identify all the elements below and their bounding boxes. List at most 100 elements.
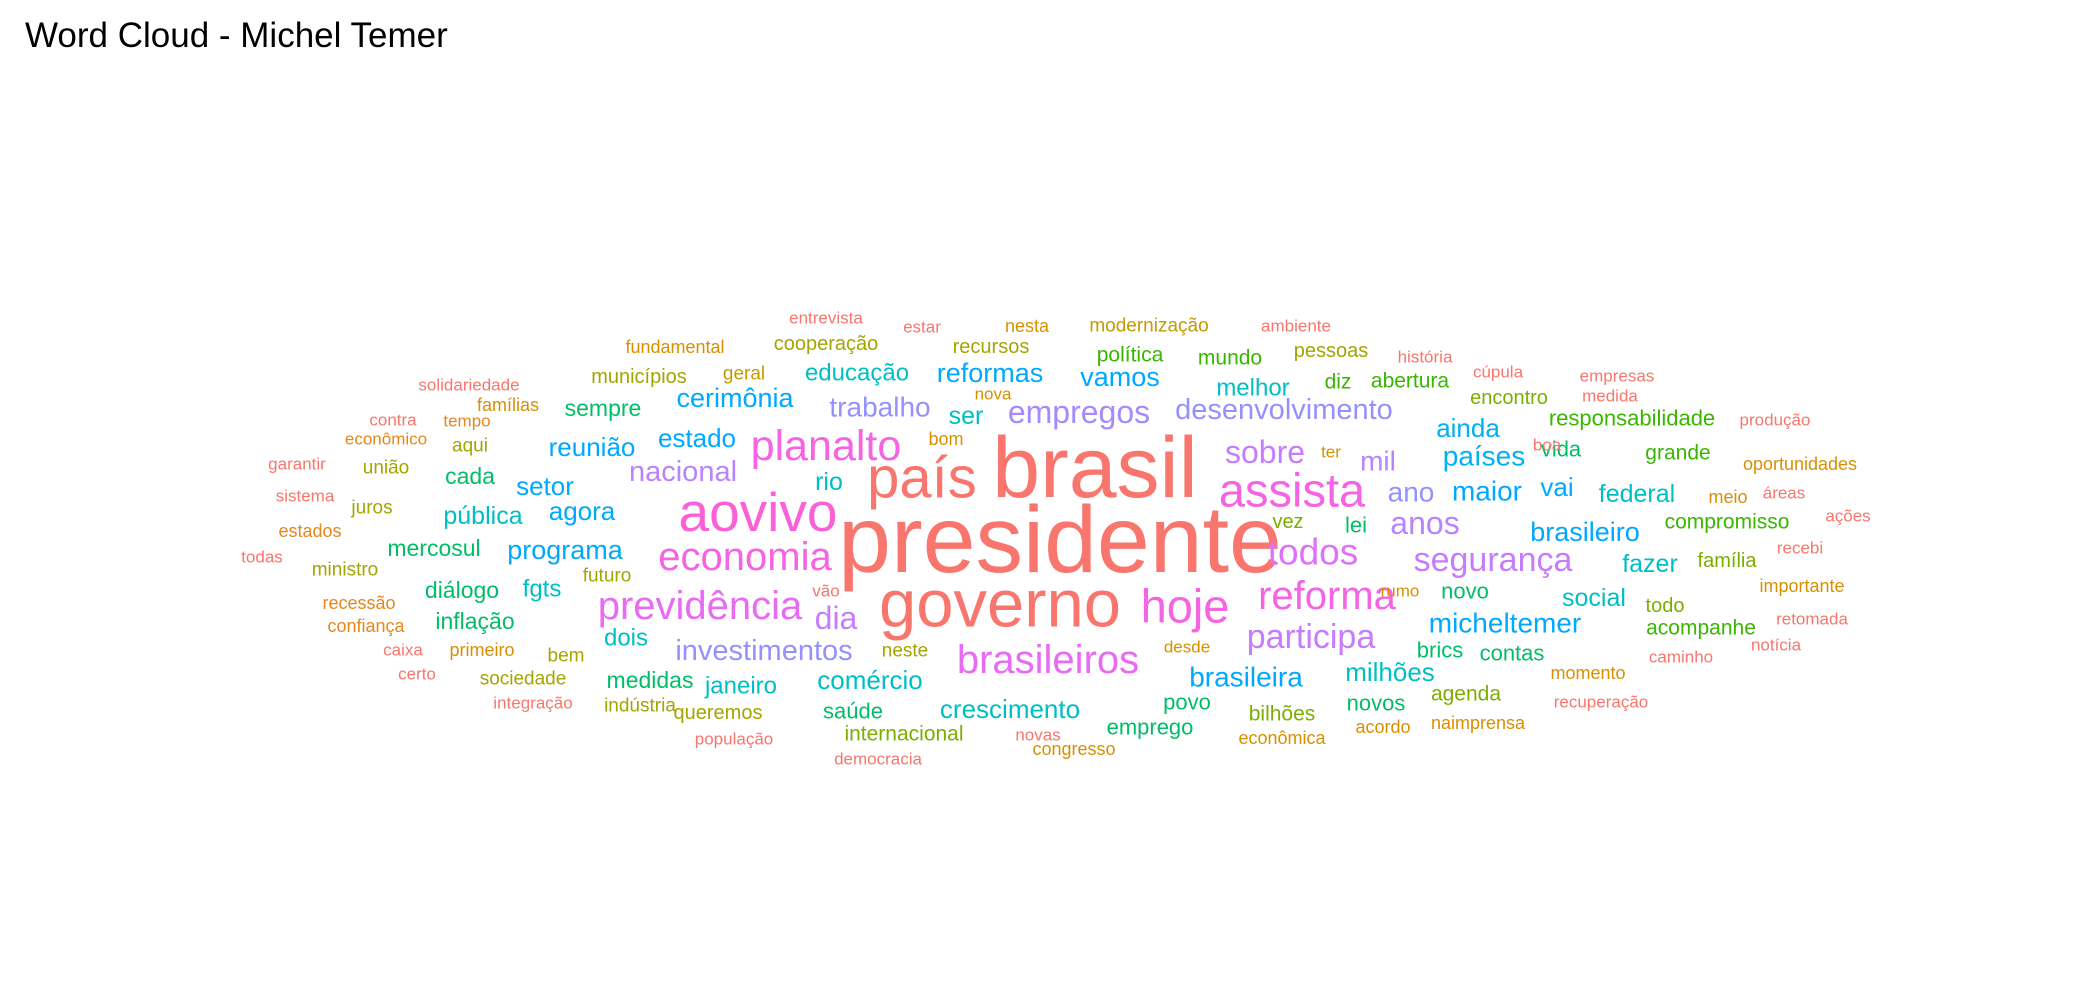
word-aqui: aqui xyxy=(452,436,488,457)
word-recuperação: recuperação xyxy=(1554,693,1649,712)
word-geral: geral xyxy=(723,364,765,385)
word-todas: todas xyxy=(241,548,283,567)
word-pública: pública xyxy=(443,502,522,530)
word-vez: vez xyxy=(1272,511,1303,533)
word-pessoas: pessoas xyxy=(1294,340,1369,362)
word-hoje: hoje xyxy=(1141,580,1230,633)
word-congresso: congresso xyxy=(1032,739,1115,759)
page-title: Word Cloud - Michel Temer xyxy=(25,16,448,55)
word-produção: produção xyxy=(1740,411,1811,430)
word-naimprensa: naimprensa xyxy=(1431,713,1526,733)
word-ainda: ainda xyxy=(1436,413,1500,443)
word-diálogo: diálogo xyxy=(425,577,499,603)
word-desde: desde xyxy=(1164,638,1210,657)
word-mercosul: mercosul xyxy=(387,535,480,561)
word-nova: nova xyxy=(975,385,1012,404)
word-milhões: milhões xyxy=(1345,657,1435,687)
word-ser: ser xyxy=(949,402,984,430)
word-nesta: nesta xyxy=(1005,316,1050,336)
word-confiança: confiança xyxy=(327,616,405,636)
word-boa: boa xyxy=(1533,436,1562,455)
word-acordo: acordo xyxy=(1355,717,1410,737)
word-família: família xyxy=(1698,550,1758,572)
word-abertura: abertura xyxy=(1371,370,1450,393)
word-união: união xyxy=(363,458,410,479)
word-fazer: fazer xyxy=(1622,550,1678,578)
word-famílias: famílias xyxy=(477,395,539,415)
word-anos: anos xyxy=(1390,505,1459,541)
word-solidariedade: solidariedade xyxy=(418,376,519,395)
word-bom: bom xyxy=(928,429,963,449)
word-primeiro: primeiro xyxy=(449,640,514,660)
word-internacional: internacional xyxy=(844,723,963,746)
word-notícia: notícia xyxy=(1751,636,1802,655)
word-vai: vai xyxy=(1540,472,1573,502)
word-saúde: saúde xyxy=(823,699,883,724)
word-maior: maior xyxy=(1452,476,1522,507)
word-nacional: nacional xyxy=(629,456,737,488)
word-reforma: reforma xyxy=(1258,574,1397,618)
word-econômica: econômica xyxy=(1238,728,1326,748)
word-brasileira: brasileira xyxy=(1189,662,1303,693)
word-sistema: sistema xyxy=(276,487,335,506)
word-caixa: caixa xyxy=(383,641,423,660)
word-agenda: agenda xyxy=(1431,683,1501,706)
word-sempre: sempre xyxy=(565,395,642,421)
word-lei: lei xyxy=(1345,513,1367,538)
word-ministro: ministro xyxy=(312,560,379,581)
word-brasileiro: brasileiro xyxy=(1530,517,1640,547)
word-educação: educação xyxy=(805,360,909,387)
word-econômico: econômico xyxy=(345,430,427,449)
word-janeiro: janeiro xyxy=(704,673,777,700)
word-novas: novas xyxy=(1015,726,1060,745)
word-recessão: recessão xyxy=(322,593,395,613)
word-rio: rio xyxy=(815,468,843,496)
word-planalto: planalto xyxy=(751,422,902,470)
word-fundamental: fundamental xyxy=(625,337,724,357)
word-ações: ações xyxy=(1825,507,1870,526)
word-setor: setor xyxy=(516,471,574,501)
word-medidas: medidas xyxy=(607,667,694,693)
word-assista: assista xyxy=(1219,464,1366,517)
word-recursos: recursos xyxy=(953,336,1030,358)
word-contra: contra xyxy=(369,411,417,430)
word-todos: todos xyxy=(1268,532,1359,573)
word-estado: estado xyxy=(658,423,736,453)
word-cada: cada xyxy=(445,463,495,489)
word-país: país xyxy=(867,446,977,511)
word-ter: ter xyxy=(1321,443,1341,462)
word-governo: governo xyxy=(879,567,1121,642)
word-cerimônia: cerimônia xyxy=(676,383,794,413)
word-neste: neste xyxy=(882,641,928,662)
word-modernização: modernização xyxy=(1089,316,1208,337)
word-trabalho: trabalho xyxy=(829,392,930,423)
word-juros: juros xyxy=(350,498,392,519)
word-dia: dia xyxy=(815,600,858,636)
word-dois: dois xyxy=(604,625,648,652)
word-democracia: democracia xyxy=(834,750,922,769)
word-sobre: sobre xyxy=(1225,434,1305,470)
word-fgts: fgts xyxy=(523,576,562,603)
word-ano: ano xyxy=(1388,477,1435,508)
word-povo: povo xyxy=(1163,690,1211,715)
word-mundo: mundo xyxy=(1198,347,1262,370)
word-medida: medida xyxy=(1582,387,1638,406)
word-brasileiros: brasileiros xyxy=(957,638,1139,682)
word-emprego: emprego xyxy=(1107,715,1194,740)
word-agora: agora xyxy=(549,496,616,526)
word-responsabilidade: responsabilidade xyxy=(1549,406,1715,431)
word-ambiente: ambiente xyxy=(1261,317,1331,336)
word-estar: estar xyxy=(903,318,941,337)
word-bem: bem xyxy=(548,646,585,667)
word-acompanhe: acompanhe xyxy=(1646,617,1756,640)
word-novo: novo xyxy=(1441,579,1489,604)
word-novos: novos xyxy=(1347,691,1406,716)
word-vida: vida xyxy=(1541,437,1582,462)
word-contas: contas xyxy=(1480,641,1545,666)
word-aovivo: aovivo xyxy=(679,481,838,543)
word-crescimento: crescimento xyxy=(940,694,1080,724)
word-rumo: rumo xyxy=(1381,582,1420,601)
word-previdência: previdência xyxy=(598,584,803,628)
word-todo: todo xyxy=(1646,595,1685,617)
